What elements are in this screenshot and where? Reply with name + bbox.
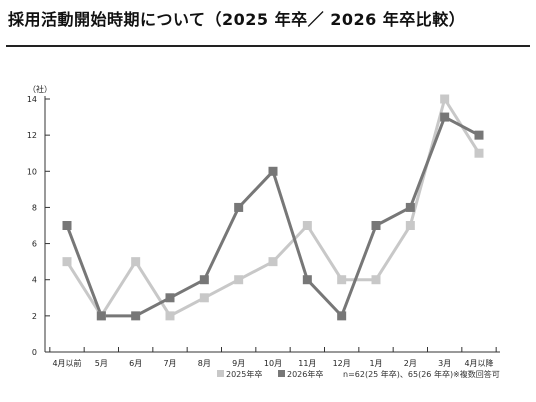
data-point-1 (268, 257, 278, 267)
legend-marker-2 (278, 370, 285, 377)
y-tick-label: 10 (27, 167, 37, 176)
x-tick-label: 7月 (163, 359, 176, 368)
data-point-1 (62, 257, 72, 267)
data-point-1 (474, 148, 484, 158)
y-tick-label: 14 (27, 95, 37, 104)
x-tick-label: 3月 (438, 359, 451, 368)
series-lines (65, 95, 481, 319)
x-tick-label: 10月 (264, 359, 282, 368)
y-tick-label: 6 (32, 240, 37, 249)
data-point-1 (405, 221, 415, 230)
title-underline (6, 45, 530, 47)
data-point-2 (474, 130, 484, 140)
x-tick-label: 1月 (369, 359, 382, 368)
data-point-1 (165, 311, 175, 321)
data-point-1 (199, 293, 209, 303)
x-tick-label: 8月 (198, 359, 211, 368)
series-line-2 (65, 114, 480, 319)
x-tick-label: 4月以降 (464, 358, 493, 368)
data-point-1 (131, 257, 141, 267)
data-point-2 (268, 166, 278, 176)
y-tick-label: 2 (32, 312, 37, 321)
x-axis-ticks: 4月以前 5月 6月 7月 8月 9月 10月 11月 12月 1月 2月 3月 4月以降 (49, 347, 497, 368)
data-point-2 (371, 221, 381, 230)
data-point-2 (234, 202, 244, 212)
legend-label-2: 2026年卒 (287, 369, 323, 379)
x-tick-label: 9月 (232, 359, 245, 368)
data-point-2 (96, 311, 106, 321)
y-tick-label: 0 (32, 348, 37, 357)
legend: 2025年卒 2026年卒 n=62(25 年卒)、65(26 年卒)※複数回答可 (217, 369, 500, 379)
data-point-2 (440, 112, 450, 122)
x-tick-label: 2月 (404, 359, 417, 368)
x-tick-label: 5月 (95, 359, 108, 368)
x-tick-label: 11月 (298, 359, 316, 368)
sample-size-note: n=62(25 年卒)、65(26 年卒)※複数回答可 (343, 369, 500, 379)
data-point-2 (165, 293, 175, 303)
legend-label-1: 2025年卒 (226, 369, 262, 379)
data-point-1 (337, 275, 347, 285)
data-point-2 (405, 202, 415, 212)
data-point-2 (337, 311, 347, 321)
y-tick-label: 4 (32, 276, 37, 285)
axes (44, 96, 500, 353)
data-point-1 (440, 94, 450, 104)
x-tick-label: 4月以前 (52, 358, 81, 368)
y-tick-label: 8 (32, 203, 37, 212)
data-point-2 (302, 275, 312, 285)
series-markers (62, 94, 484, 321)
x-tick-label: 6月 (129, 359, 142, 368)
x-tick-label: 12月 (333, 359, 351, 368)
page-title: 採用活動開始時期について（2025 年卒／ 2026 年卒比較） (8, 10, 466, 29)
data-point-1 (371, 275, 381, 285)
data-point-2 (199, 275, 209, 285)
y-tick-label: 12 (27, 131, 37, 140)
legend-marker-1 (217, 370, 224, 377)
data-point-2 (131, 311, 141, 321)
data-point-1 (234, 275, 244, 285)
data-point-1 (302, 221, 312, 230)
data-point-2 (62, 221, 72, 230)
y-axis-unit-label: （社） (28, 84, 52, 94)
series-line-1 (65, 95, 481, 319)
y-axis-ticks: 0 2 4 6 8 10 12 14 (27, 95, 50, 357)
